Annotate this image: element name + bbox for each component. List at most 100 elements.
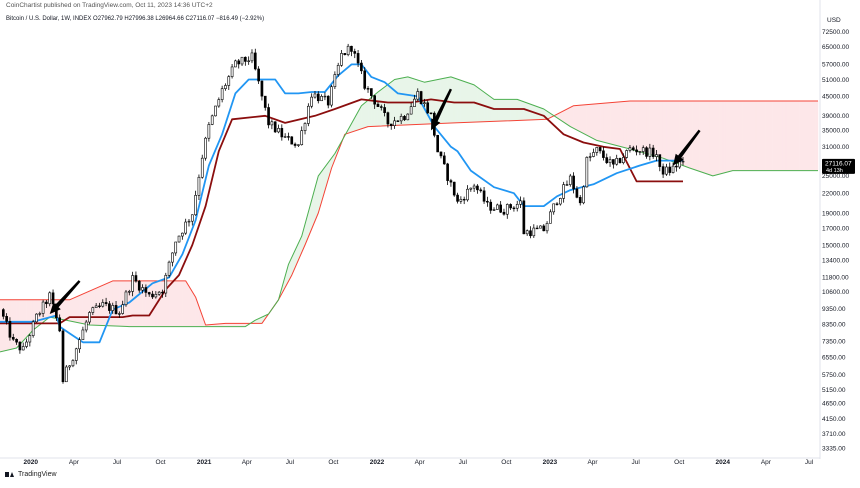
candle-body: [472, 185, 476, 189]
time-axis[interactable]: 2020 Apr Jul Oct 2021 Apr Jul Oct 2022 Apr Jul Oct 2…: [0, 457, 820, 466]
annotation-arrow: [431, 88, 452, 131]
annotation-arrow: [673, 129, 701, 166]
candle-body: [559, 198, 562, 205]
cloud-segment: [493, 99, 498, 122]
candle-body: [121, 304, 125, 314]
candle-body: [207, 124, 211, 139]
candle-body: [35, 313, 38, 323]
cloud-segment: [79, 293, 84, 324]
candle-body: [257, 68, 260, 82]
candle-body: [595, 147, 599, 153]
candle-body: [396, 120, 400, 122]
candle-body: [678, 161, 682, 168]
candle-body: [91, 307, 95, 313]
cloud-segment: [719, 100, 724, 175]
cloud-segment: [152, 280, 157, 327]
candle-body: [8, 321, 12, 338]
cloud-segment: [672, 100, 677, 164]
cloud-segment: [735, 100, 740, 171]
last-price-countdown: 4d 13h: [826, 168, 843, 174]
candle-body: [343, 53, 347, 55]
candle-body: [190, 214, 194, 222]
time-tick-label: Oct: [156, 459, 166, 466]
candle-body: [376, 103, 380, 107]
candle-body: [247, 60, 250, 62]
candle-body: [469, 187, 473, 190]
candle-body: [45, 301, 48, 305]
candle-body: [479, 189, 483, 192]
candle-body: [307, 105, 310, 124]
candle-body: [360, 62, 363, 72]
time-tick-label: Apr: [587, 459, 598, 466]
candle-body: [118, 313, 121, 315]
candle-body: [326, 95, 330, 106]
candle-body: [366, 88, 370, 90]
candle-body: [323, 95, 327, 98]
cloud-segment: [22, 299, 27, 342]
candle-body: [177, 235, 181, 243]
candle-body: [648, 147, 652, 157]
candle-body: [131, 275, 134, 292]
cloud-segment: [566, 107, 571, 128]
candle-body: [575, 188, 579, 198]
cloud-segment: [812, 100, 816, 171]
price-tick-label: 31000.00: [822, 144, 849, 151]
cloud-segment: [795, 100, 800, 171]
cloud-segment: [119, 280, 123, 327]
candle-body: [144, 287, 148, 293]
candle-body: [406, 113, 410, 121]
candle-body: [370, 88, 373, 96]
cloud-segment: [583, 104, 588, 136]
time-tick-label: 2021: [197, 459, 212, 466]
candle-body: [389, 123, 393, 127]
cloud-segment: [507, 99, 511, 122]
tradingview-logo[interactable]: TradingView: [5, 471, 57, 478]
candle-body: [515, 203, 519, 209]
candle-body: [161, 291, 164, 294]
price-tick-label: 72500.00: [822, 29, 849, 36]
cloud-segment: [722, 100, 727, 174]
chart-title: Bitcoin / U.S. Dollar, 1W, INDEX: [6, 16, 93, 22]
cloud-segment: [699, 100, 704, 173]
cloud-segment: [662, 100, 667, 160]
candle-body: [393, 120, 396, 127]
time-tick-label: Jul: [286, 459, 295, 466]
price-axis[interactable]: USD 72500.00 65000.00 57000.00 51000.00 45000…: [819, 0, 855, 459]
candle-body: [476, 185, 479, 191]
annotation-arrows: [49, 88, 701, 315]
candle-body: [592, 152, 595, 157]
candle-body: [237, 60, 241, 65]
candle-body: [549, 211, 552, 224]
price-tick-label: 65000.00: [822, 44, 849, 51]
cloud-segment: [705, 100, 710, 176]
time-tick-label: 2024: [716, 459, 731, 466]
time-tick-label: Apr: [69, 459, 80, 466]
cloud-segment: [802, 100, 806, 171]
candle-body: [602, 150, 605, 158]
candle-body: [214, 105, 217, 117]
cloud-segment: [69, 297, 74, 322]
candle-body: [194, 195, 197, 216]
candle-body: [174, 241, 178, 254]
cloud-segment: [453, 77, 458, 124]
candle-body: [641, 147, 645, 152]
candle-body: [661, 166, 665, 175]
candle-body: [164, 274, 168, 294]
candle-body: [31, 321, 35, 336]
candle-body: [287, 136, 290, 138]
candle-body: [224, 85, 227, 89]
price-tick-label: 13400.00: [822, 258, 849, 265]
cloud-segment: [361, 102, 365, 130]
candle-body: [442, 155, 446, 165]
candle-body: [71, 360, 75, 367]
candle-body: [578, 197, 582, 204]
candle-body: [5, 316, 8, 322]
tradingview-brand: TradingView: [18, 471, 57, 478]
candle-body: [552, 203, 556, 213]
candle-body: [585, 157, 589, 188]
cloud-segment: [596, 103, 601, 142]
cloud-segment: [702, 100, 707, 174]
candle-body: [137, 280, 141, 291]
